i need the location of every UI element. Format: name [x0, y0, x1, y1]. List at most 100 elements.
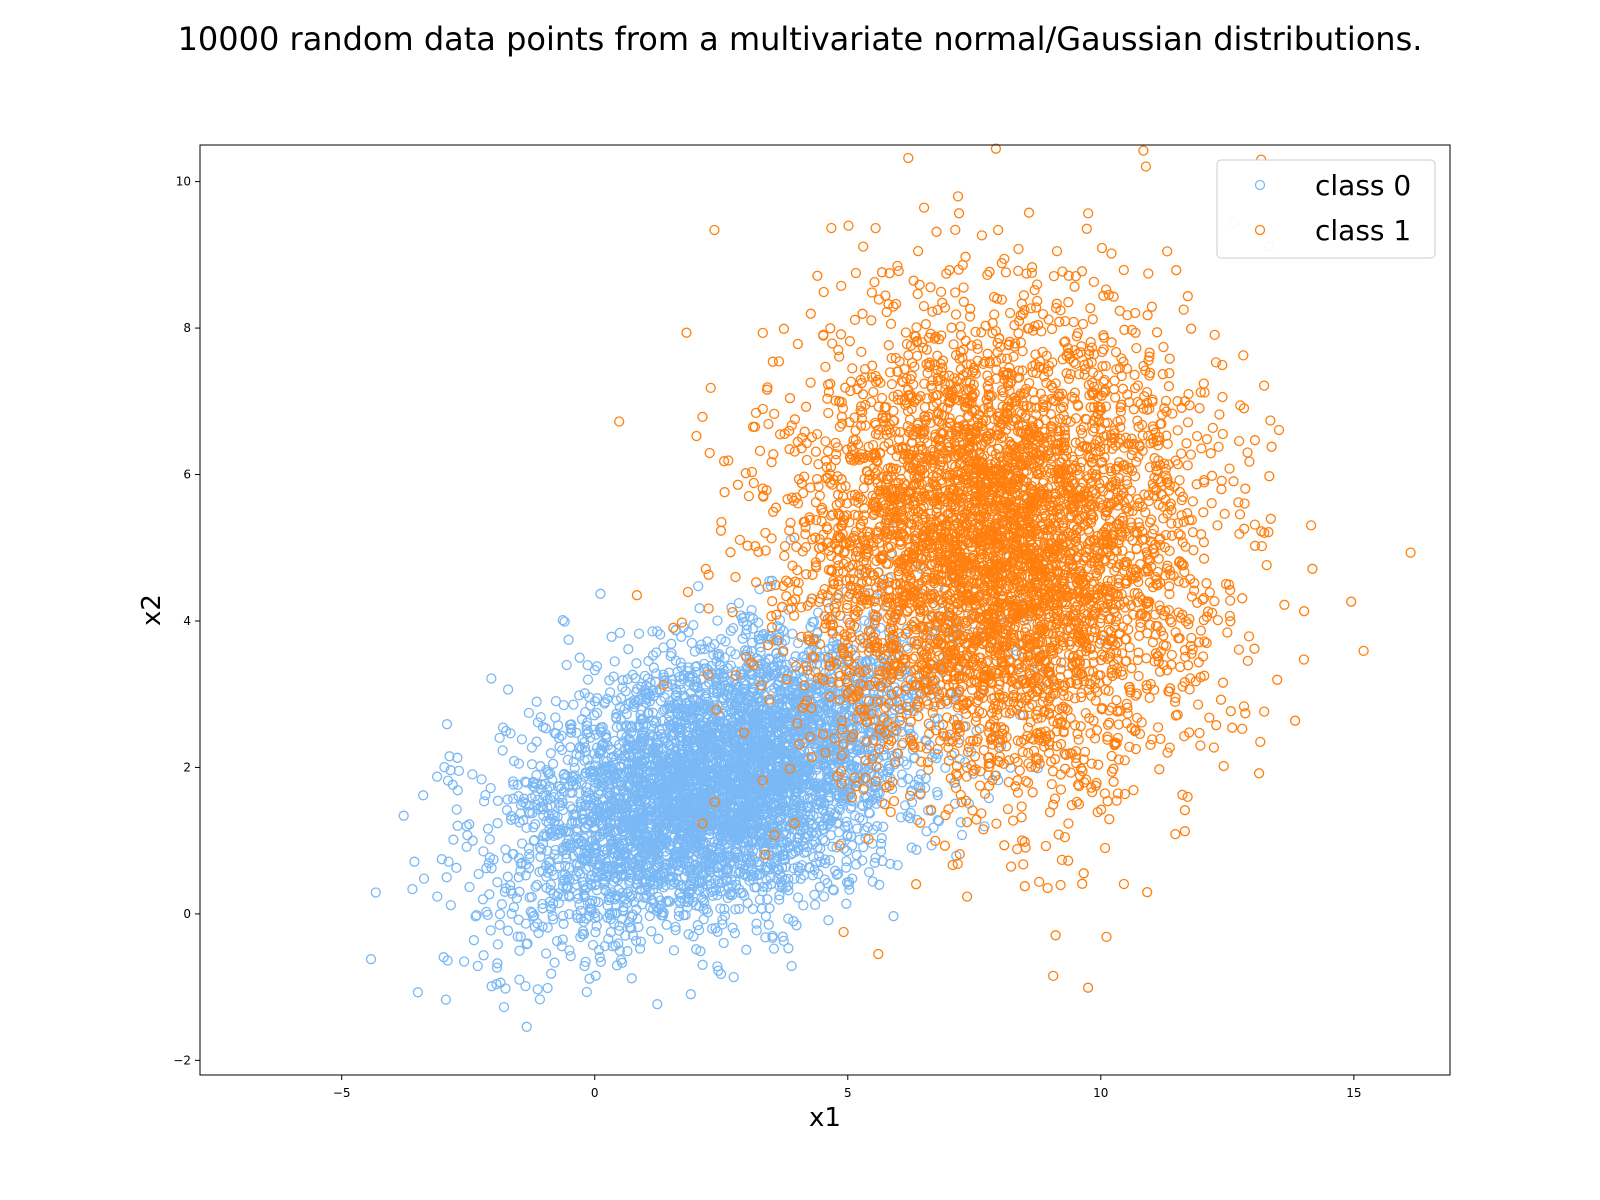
data-point — [444, 751, 455, 762]
data-point — [557, 614, 568, 626]
data-point — [492, 818, 503, 829]
data-point — [870, 852, 881, 864]
chart-title: 10000 random data points from a multivar… — [178, 20, 1423, 58]
data-point — [452, 820, 463, 831]
data-point — [783, 943, 794, 954]
data-point — [614, 627, 626, 639]
data-point — [472, 960, 483, 972]
data-point — [558, 699, 569, 711]
data-point — [537, 921, 548, 932]
data-point — [524, 848, 535, 860]
data-point — [621, 708, 632, 720]
data-point — [550, 695, 562, 707]
data-point — [763, 919, 774, 930]
data-point — [728, 622, 739, 634]
data-point — [485, 782, 496, 794]
data-point — [892, 859, 903, 871]
data-point — [500, 983, 511, 994]
data-point — [840, 862, 852, 873]
data-point — [652, 626, 663, 637]
data-point — [819, 854, 831, 865]
data-point — [634, 943, 646, 954]
data-point — [606, 631, 617, 642]
data-point — [640, 884, 651, 896]
data-point — [815, 856, 826, 868]
data-point — [486, 981, 497, 992]
data-point — [594, 952, 605, 963]
data-point — [492, 877, 503, 888]
data-point — [730, 904, 741, 915]
data-point — [751, 918, 762, 929]
data-point — [516, 734, 528, 745]
data-point — [859, 762, 871, 774]
data-point — [795, 803, 807, 814]
data-point — [719, 903, 730, 915]
data-point — [783, 913, 794, 924]
data-point — [590, 927, 601, 938]
data-point — [534, 994, 546, 1005]
data-point — [841, 898, 852, 909]
data-point — [575, 913, 586, 924]
data-point — [497, 722, 509, 733]
data-point — [365, 954, 377, 965]
data-point — [695, 644, 706, 655]
data-point — [712, 615, 723, 626]
data-point — [693, 580, 704, 592]
data-point — [795, 873, 806, 884]
data-point — [748, 854, 760, 866]
data-point — [502, 684, 514, 695]
data-point — [613, 884, 624, 895]
data-point — [470, 911, 481, 922]
data-point — [581, 986, 592, 998]
data-point — [494, 732, 505, 744]
data-point — [480, 789, 491, 801]
data-point — [841, 855, 852, 867]
data-point — [849, 810, 861, 821]
data-point — [648, 662, 660, 673]
data-point — [582, 674, 594, 685]
data-point — [942, 698, 953, 710]
data-point — [613, 938, 624, 949]
data-point — [398, 810, 409, 821]
data-point — [452, 752, 463, 763]
data-point — [658, 705, 669, 717]
data-point — [676, 631, 687, 642]
data-point — [595, 588, 606, 599]
data-point — [468, 935, 480, 946]
data-point — [633, 628, 645, 639]
data-point — [726, 602, 737, 613]
data-point — [760, 932, 771, 943]
data-point — [574, 652, 585, 663]
data-point — [905, 807, 916, 819]
data-point — [467, 835, 478, 846]
data-point — [772, 873, 783, 885]
data-point — [651, 647, 662, 658]
data-point — [670, 924, 681, 936]
data-point — [956, 829, 968, 841]
data-point — [718, 937, 729, 949]
data-point — [589, 710, 600, 721]
data-point — [513, 872, 524, 883]
data-point — [809, 889, 820, 900]
data-point — [511, 893, 522, 904]
data-point — [562, 754, 573, 766]
data-point — [878, 821, 889, 832]
data-point — [547, 898, 559, 909]
data-point — [556, 730, 567, 741]
data-point — [565, 801, 576, 812]
data-point — [529, 834, 540, 846]
data-point — [902, 810, 913, 822]
data-point — [626, 923, 637, 934]
data-point — [525, 906, 536, 917]
data-point — [496, 899, 508, 910]
data-point — [589, 665, 600, 676]
data-point — [604, 687, 616, 698]
data-point — [587, 939, 599, 951]
data-point — [906, 797, 918, 808]
points-layer — [365, 143, 1416, 1032]
data-point — [484, 834, 495, 845]
data-point — [827, 884, 839, 895]
data-point — [733, 597, 745, 609]
data-point — [722, 868, 733, 879]
